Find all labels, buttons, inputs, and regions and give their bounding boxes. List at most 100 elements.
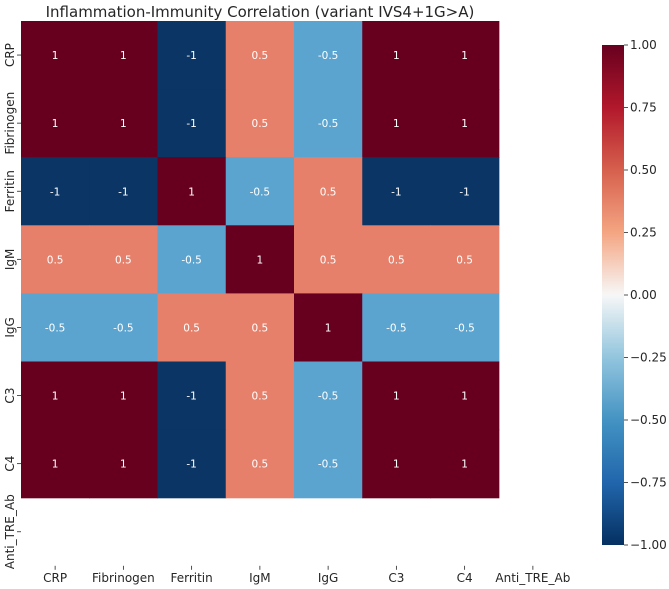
- x-tick-label-Fibrinogen: Fibrinogen: [92, 571, 155, 585]
- cell-Fibrinogen-IgG: [294, 89, 363, 158]
- cell-IgM-Ferritin: [157, 225, 227, 294]
- y-tick-label-Fibrinogen: Fibrinogen: [3, 92, 17, 155]
- y-tick-label-C4: C4: [3, 456, 17, 472]
- cell-value-label: -1: [50, 186, 60, 198]
- cell-value-label: 1: [461, 50, 468, 62]
- cell-value-label: 1: [120, 459, 127, 471]
- cell-value-label: 0.5: [252, 459, 269, 471]
- y-axis: CRP Fibrinogen Ferritin IgM IgG C3 C4 Anti_TRE_…: [3, 43, 21, 569]
- x-tick-label-C4: C4: [457, 571, 473, 585]
- cell-value-label: 0.5: [456, 254, 473, 266]
- cell-value-label: 0.5: [320, 186, 337, 198]
- cell-value-label: 1: [393, 118, 400, 130]
- cell-value-label: -1: [118, 186, 128, 198]
- cell-IgG-IgG: [294, 293, 363, 363]
- y-tick-label-Ferritin: Ferritin: [3, 170, 17, 212]
- cell-CRP-IgM: [225, 21, 295, 90]
- cell-value-label: 0.5: [252, 50, 269, 62]
- cell-C4-CRP: [21, 429, 90, 499]
- cell-value-label: 1: [393, 50, 400, 62]
- cell-value-label: 0.5: [252, 322, 269, 334]
- cell-C4-IgG: [294, 429, 363, 499]
- cell-Ferritin-IgG: [294, 157, 363, 226]
- x-tick-label-CRP: CRP: [43, 571, 67, 585]
- cell-value-label: 1: [120, 391, 127, 403]
- heatmap-cells: [21, 21, 500, 499]
- cell-CRP-Ferritin: [157, 21, 227, 90]
- cell-value-label: -1: [459, 186, 469, 198]
- cell-value-label: 1: [52, 391, 59, 403]
- cell-CRP-IgG: [294, 21, 363, 90]
- cell-value-label: -0.5: [181, 254, 202, 266]
- y-tick-label-C3: C3: [3, 388, 17, 404]
- cell-Ferritin-C4: [430, 157, 500, 226]
- cell-value-label: 0.5: [388, 254, 405, 266]
- colorbar: 1.00 0.75 0.50 0.25 0.00 −0.25 −0.50 −0.75 −1.00: [602, 38, 667, 552]
- colorbar-tick-label: 0.50: [630, 163, 657, 177]
- colorbar-tick-label: −1.00: [630, 538, 667, 552]
- cell-C4-Ferritin: [157, 429, 227, 499]
- cell-IgM-C3: [362, 225, 432, 294]
- cell-value-label: 0.5: [320, 254, 337, 266]
- cell-value-label: 1: [461, 118, 468, 130]
- y-tick-label-IgG: IgG: [3, 317, 17, 337]
- cell-value-label: 1: [52, 459, 59, 471]
- cell-value-label: 0.5: [47, 254, 64, 266]
- x-tick-label-IgM: IgM: [249, 571, 271, 585]
- colorbar-tick-label: 0.75: [630, 101, 657, 115]
- cell-C4-IgM: [225, 429, 295, 499]
- cell-value-label: 1: [393, 459, 400, 471]
- cell-IgG-CRP: [21, 293, 90, 363]
- cell-Fibrinogen-Fibrinogen: [89, 89, 159, 158]
- y-tick-label-CRP: CRP: [3, 43, 17, 67]
- cell-IgG-C4: [430, 293, 500, 363]
- cell-IgM-C4: [430, 225, 500, 294]
- cell-value-label: -0.5: [318, 50, 339, 62]
- cell-CRP-Fibrinogen: [89, 21, 159, 90]
- cell-IgG-IgM: [225, 293, 295, 363]
- cell-Fibrinogen-C4: [430, 89, 500, 158]
- cell-value-label: -0.5: [318, 118, 339, 130]
- cell-value-label: -0.5: [318, 391, 339, 403]
- cell-C3-C4: [430, 361, 500, 431]
- cell-Ferritin-IgM: [225, 157, 295, 226]
- cell-IgM-CRP: [21, 225, 90, 294]
- cell-value-label: -1: [186, 459, 196, 471]
- cell-value-label: -1: [186, 391, 196, 403]
- cell-value-label: 0.5: [115, 254, 132, 266]
- cell-Ferritin-CRP: [21, 157, 90, 226]
- cell-Fibrinogen-C3: [362, 89, 432, 158]
- colorbar-tick-label: 0.25: [630, 226, 657, 240]
- cell-C3-IgM: [225, 361, 295, 431]
- colorbar-gradient: [602, 45, 624, 545]
- cell-C3-CRP: [21, 361, 90, 431]
- cell-Fibrinogen-IgM: [225, 89, 295, 158]
- cell-value-label: 1: [461, 391, 468, 403]
- x-tick-label-IgG: IgG: [318, 571, 338, 585]
- chart-title: Inflammation-Immunity Correlation (varia…: [46, 3, 475, 21]
- cell-value-label: -0.5: [386, 322, 407, 334]
- colorbar-tick-label: −0.75: [630, 476, 667, 490]
- cell-value-label: -0.5: [454, 322, 475, 334]
- cell-C3-Ferritin: [157, 361, 227, 431]
- cell-value-label: 0.5: [252, 118, 269, 130]
- cell-CRP-CRP: [21, 21, 90, 90]
- cell-Fibrinogen-CRP: [21, 89, 90, 158]
- colorbar-tick-label: 1.00: [630, 38, 657, 52]
- cell-value-label: 1: [461, 459, 468, 471]
- cell-value-label: 1: [325, 322, 332, 334]
- cell-value-label: -1: [391, 186, 401, 198]
- cell-value-label: 0.5: [252, 391, 269, 403]
- cell-value-label: 0.5: [183, 322, 200, 334]
- cell-value-label: -0.5: [250, 186, 271, 198]
- y-tick-label-Anti_TRE_Ab: Anti_TRE_Ab: [3, 494, 17, 569]
- cell-Ferritin-Ferritin: [157, 157, 227, 226]
- cell-CRP-C3: [362, 21, 432, 90]
- cell-Fibrinogen-Ferritin: [157, 89, 227, 158]
- cell-IgM-IgG: [294, 225, 363, 294]
- colorbar-tick-label: 0.00: [630, 288, 657, 302]
- cell-C4-C3: [362, 429, 432, 499]
- x-tick-label-C3: C3: [388, 571, 404, 585]
- cell-CRP-C4: [430, 21, 500, 90]
- cell-value-label: -1: [186, 50, 196, 62]
